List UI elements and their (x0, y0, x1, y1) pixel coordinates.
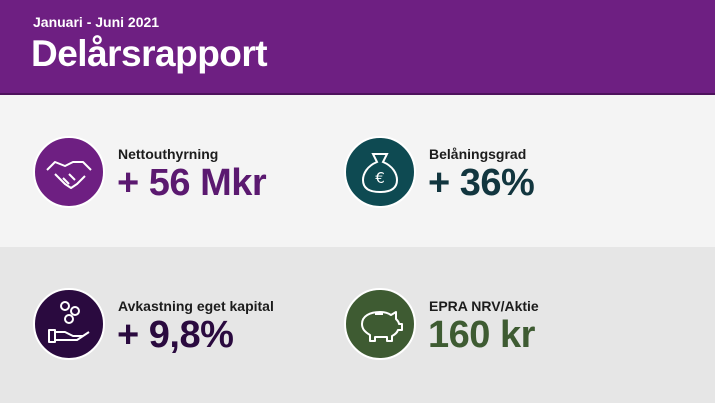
kpi-value: + 36% (428, 162, 535, 204)
icon-money-bag: € (344, 136, 416, 208)
kpi-label: Belåningsgrad (429, 146, 527, 162)
title: Delårsrapport (31, 33, 268, 74)
kpi: EPRA NRV/Aktie 160 kr (344, 284, 664, 364)
subtitle: Januari - Juni 2021 (33, 14, 160, 30)
kpi-value: + 56 Mkr (117, 162, 267, 204)
kpi: Avkastning eget kapital + 9,8% (33, 284, 353, 364)
kpi: Nettouthyrning + 56 Mkr (33, 132, 353, 212)
icon-hand-coins (33, 288, 105, 360)
svg-text:€: € (375, 169, 385, 187)
kpi-value: 160 kr (428, 314, 535, 356)
icon-piggy-bank (344, 288, 416, 360)
header: Januari - Juni 2021 Delårsrapport (0, 0, 715, 95)
kpi: € Belåningsgrad + 36% (344, 132, 664, 212)
kpi-label: Nettouthyrning (118, 146, 219, 162)
kpi-label: Avkastning eget kapital (118, 298, 274, 314)
kpi-label: EPRA NRV/Aktie (429, 298, 539, 314)
kpi-value: + 9,8% (117, 314, 234, 356)
icon-handshake (33, 136, 105, 208)
